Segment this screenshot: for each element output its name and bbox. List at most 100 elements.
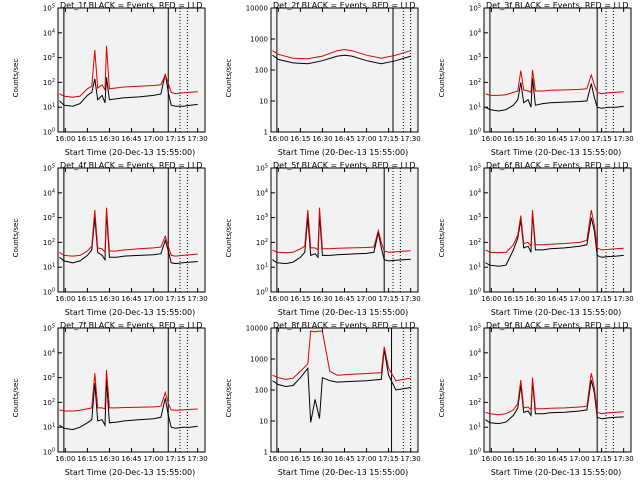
y-tick-label: 105 <box>43 164 55 173</box>
series-lld-line <box>59 45 198 98</box>
y-tick-label: 104 <box>469 348 481 357</box>
plot-area <box>484 328 631 452</box>
y-tick-label: 102 <box>43 238 55 247</box>
y-tick-label: 102 <box>43 78 55 87</box>
y-axis-label: Counts/sec <box>12 378 20 418</box>
x-tick-label: 16:00 <box>55 295 75 303</box>
y-tick-label: 100 <box>43 288 55 297</box>
y-tick-label: 100 <box>469 128 481 137</box>
x-tick-label: 17:00 <box>569 455 589 463</box>
x-axis-label: Start Time (20-Dec-13 15:55:00) <box>490 148 622 157</box>
x-tick-label: 17:30 <box>401 135 421 143</box>
y-tick-label: 105 <box>469 164 481 173</box>
y-tick-label: 102 <box>469 238 481 247</box>
y-axis-label: Counts/sec <box>12 58 20 98</box>
plot-area <box>58 168 205 292</box>
y-tick-label: 10000 <box>246 325 268 333</box>
x-tick-label: 17:15 <box>592 455 612 463</box>
x-tick-label: 16:30 <box>525 455 545 463</box>
series-events-line <box>485 77 624 112</box>
chart-svg: 16:00 16:15 16:30 16:45 17:00 17:15 17:30 1 10 10… <box>246 325 421 464</box>
series-lld-line <box>272 207 411 254</box>
x-tick-label: 16:30 <box>525 135 545 143</box>
chart-svg: 16:00 16:15 16:30 16:45 17:00 17:15 17:30 100 10… <box>43 324 208 464</box>
panel-title: Det_5f BLACK = Events, RED = LLD <box>273 161 416 170</box>
y-tick-label: 102 <box>43 398 55 407</box>
plot-area <box>58 328 205 452</box>
x-tick-label: 16:30 <box>99 135 119 143</box>
series-events-line <box>272 349 411 423</box>
x-tick-label: 16:00 <box>268 455 288 463</box>
y-tick-label: 100 <box>469 288 481 297</box>
panel-det_1f: 16:00 16:15 16:30 16:45 17:00 17:15 17:30 100 10… <box>0 0 213 160</box>
x-tick-label: 17:15 <box>592 295 612 303</box>
chart-svg: 16:00 16:15 16:30 16:45 17:00 17:15 17:30 100 10… <box>469 4 634 144</box>
y-tick-label: 101 <box>43 263 55 272</box>
y-axis-label: Counts/sec <box>438 378 446 418</box>
y-tick-label: 1 <box>264 129 268 137</box>
x-axis-label: Start Time (20-Dec-13 15:55:00) <box>64 468 196 477</box>
y-axis-label: Counts/sec <box>225 218 233 258</box>
plot-area <box>271 168 418 292</box>
y-tick-label: 101 <box>256 263 268 272</box>
y-axis-label: Counts/sec <box>12 218 20 258</box>
plot-area <box>484 168 631 292</box>
y-tick-label: 104 <box>469 188 481 197</box>
x-tick-label: 16:00 <box>268 135 288 143</box>
x-tick-label: 17:30 <box>188 295 208 303</box>
y-tick-label: 10 <box>259 418 268 426</box>
x-axis-label: Start Time (20-Dec-13 15:55:00) <box>64 148 196 157</box>
x-tick-label: 17:15 <box>166 295 186 303</box>
y-tick-label: 1000 <box>250 356 268 364</box>
y-tick-label: 100 <box>43 448 55 457</box>
panel-title: Det_1f BLACK = Events, RED = LLD <box>60 1 203 10</box>
y-tick-label: 102 <box>469 398 481 407</box>
series-events-line <box>59 379 198 431</box>
y-tick-label: 103 <box>43 373 55 382</box>
panel-title: Det_8f BLACK = Events, RED = LLD <box>273 321 416 330</box>
panel-title: Det_2f BLACK = Events, RED = LLD <box>273 1 416 10</box>
y-tick-label: 101 <box>469 263 481 272</box>
y-tick-label: 10000 <box>246 5 268 13</box>
y-tick-label: 103 <box>256 213 268 222</box>
x-tick-label: 17:15 <box>379 455 399 463</box>
y-tick-label: 101 <box>469 423 481 432</box>
plot-area <box>271 328 418 452</box>
panel-det_9f: 16:00 16:15 16:30 16:45 17:00 17:15 17:30 100 10… <box>426 320 639 480</box>
y-axis-label: Counts/sec <box>225 58 233 98</box>
series-lld-line <box>59 370 198 412</box>
x-tick-label: 16:30 <box>312 455 332 463</box>
y-tick-label: 103 <box>469 373 481 382</box>
x-tick-label: 16:30 <box>312 295 332 303</box>
y-tick-label: 103 <box>43 213 55 222</box>
series-lld-line <box>272 330 411 382</box>
x-tick-label: 17:30 <box>614 295 634 303</box>
x-tick-label: 16:45 <box>547 135 567 143</box>
x-tick-label: 16:15 <box>503 135 523 143</box>
x-tick-label: 17:15 <box>166 135 186 143</box>
x-tick-label: 17:15 <box>166 455 186 463</box>
chart-svg: 16:00 16:15 16:30 16:45 17:00 17:15 17:30 100 10… <box>469 164 634 304</box>
panel-det_5f: 16:00 16:15 16:30 16:45 17:00 17:15 17:30 100 10… <box>213 160 426 320</box>
x-tick-label: 17:00 <box>356 135 376 143</box>
x-tick-label: 17:00 <box>569 295 589 303</box>
panel-det_8f: 16:00 16:15 16:30 16:45 17:00 17:15 17:30 1 10 10… <box>213 320 426 480</box>
x-tick-label: 16:30 <box>99 455 119 463</box>
y-tick-label: 100 <box>255 387 268 395</box>
x-tick-label: 16:30 <box>99 295 119 303</box>
x-axis-label: Start Time (20-Dec-13 15:55:00) <box>277 148 409 157</box>
y-tick-label: 105 <box>43 4 55 13</box>
x-axis-label: Start Time (20-Dec-13 15:55:00) <box>64 308 196 317</box>
chart-svg: 16:00 16:15 16:30 16:45 17:00 17:15 17:30 100 10… <box>256 164 421 304</box>
y-tick-label: 1 <box>264 449 268 457</box>
y-tick-label: 104 <box>43 188 55 197</box>
y-tick-label: 105 <box>469 4 481 13</box>
x-tick-label: 16:45 <box>121 135 141 143</box>
x-axis-label: Start Time (20-Dec-13 15:55:00) <box>277 308 409 317</box>
chart-svg: 16:00 16:15 16:30 16:45 17:00 17:15 17:30 100 10… <box>43 4 208 144</box>
x-tick-label: 16:00 <box>55 455 75 463</box>
series-events-line <box>485 213 624 267</box>
series-events-line <box>272 54 411 65</box>
x-tick-label: 17:15 <box>379 135 399 143</box>
